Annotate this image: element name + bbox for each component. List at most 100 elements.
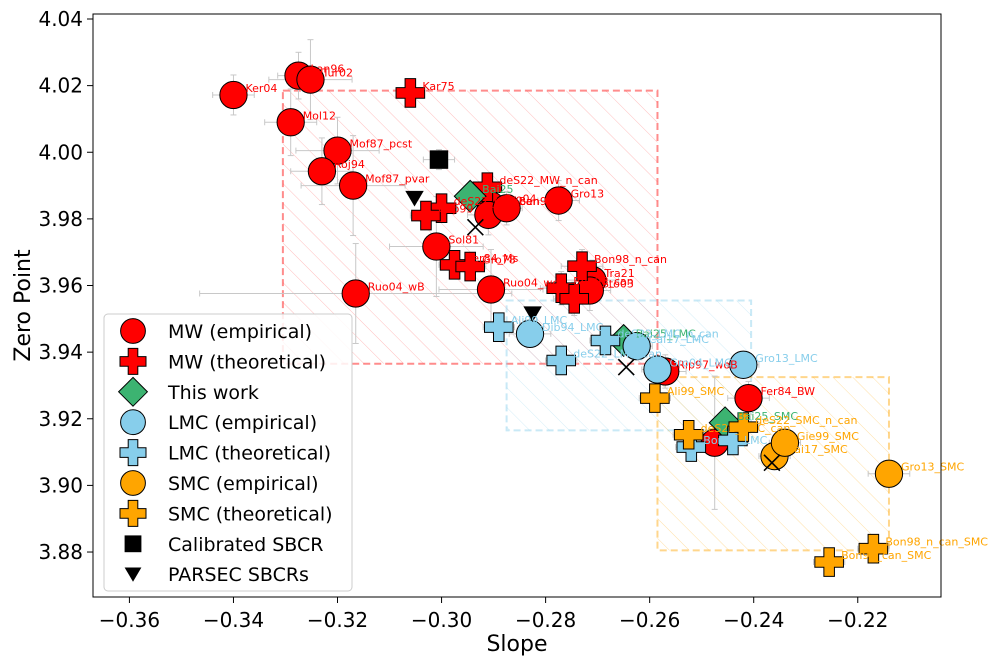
point-label-ker04: Ker04 (245, 82, 277, 95)
marker-this-work-bai25 (453, 179, 487, 213)
legend-marker-lmc-empirical (120, 409, 146, 436)
marker-lmc-theoretical-des22-lmc-can (546, 345, 577, 376)
legend-marker-calibrated-sbcr (124, 535, 142, 553)
point-label-cai17-smc: Cai17_SMC (787, 443, 848, 456)
point-label-ruo04-wb: Ruo04_wB (368, 281, 425, 294)
legend: MW (empirical) MW (theoretical) This work L… (103, 313, 353, 592)
legend-marker-smc-theoretical (119, 499, 147, 527)
marker-smc-empirical-gie99-smc (770, 428, 800, 457)
point-label-sol81: Sol81 (448, 234, 479, 247)
point-label-cai17-lmc: Cai17_LMC (649, 333, 710, 346)
marker-mw-empirical-ruo04-wob (476, 275, 506, 304)
marker-mw-empirical-sol81 (422, 232, 451, 261)
marker-crosses (466, 218, 484, 236)
point-label-bai25-lmc: Bai25_LMC (636, 327, 696, 340)
x-tick-label: −0.34 (203, 608, 264, 632)
point-label-gro13-lmc: Gro13_LMC (755, 352, 818, 365)
point-label-cap99: Cap99 (438, 203, 473, 216)
point-label-tur02: Tur02 (321, 67, 353, 80)
legend-label-calibrated-sbcr: Calibrated SBCR (168, 534, 323, 556)
point-label-tra21: Tra21 (603, 267, 634, 280)
marker-smc-theoretical-des22-smc-can (673, 419, 704, 450)
point-label-bon98-n-can: Bon98_n_can (594, 253, 667, 266)
point-label-mof87-pcst: Mof87_pcst (350, 138, 413, 151)
marker-mw-empirical-mof87-pvar (338, 171, 368, 200)
point-label-gie99-smc: Gie99_SMC (797, 430, 859, 443)
point-label-bon98-can-smc: Bon98_can_SMC (841, 549, 931, 562)
x-tick-label: −0.24 (723, 608, 784, 632)
marker-mw-theoretical-fer84-ms (439, 250, 470, 280)
x-axis-label: Slope (486, 632, 547, 657)
marker-lmc-empirical-gro13-lmc (729, 350, 758, 379)
point-label-bon98-can: Bon98_can (573, 275, 634, 288)
point-label-des22-lmc-can: deS22_LMC_can (573, 347, 662, 360)
marker-lmc-empirical-dib94-lmc (515, 319, 545, 348)
legend-marker-mw-empirical (120, 318, 146, 344)
marker-lmc-theoretical-des22-lmc-n-can (590, 325, 621, 356)
marker-mw-empirical-ker04 (219, 80, 248, 110)
x-tick-label: −0.26 (619, 608, 680, 632)
x-tick-label: −0.32 (307, 608, 368, 632)
x-tick-label: −0.22 (827, 608, 888, 632)
marker-mw-empirical-ruo04-wb (341, 279, 370, 308)
legend-label-lmc-theoretical: LMC (theoretical) (168, 443, 331, 465)
marker-crosses (763, 454, 781, 472)
y-tick-label: 3.96 (38, 274, 83, 298)
point-label-des22-mw-can: deS22_MW_can (454, 195, 540, 208)
point-label-fer84-ms: Fer84_Ms (467, 252, 519, 265)
legend-marker-smc-empirical (120, 470, 146, 496)
marker-smc-theoretical-bon98-can-smc (814, 547, 844, 577)
legend-marker-mw-theoretical (119, 347, 147, 375)
y-tick-label: 4.02 (38, 74, 83, 98)
y-tick-label: 3.90 (38, 473, 83, 497)
y-tick-label: 3.92 (38, 407, 83, 431)
marker-mw-theoretical (559, 284, 590, 314)
y-axis-label: Zero Point (11, 249, 36, 362)
markers-layer (219, 61, 904, 577)
marker-mw-empirical-fer84-bw (734, 383, 763, 413)
y-axis-ticks: 3.88 3.90 3.92 3.94 3.96 3.98 4.00 4.02 4.04 (38, 7, 93, 564)
point-label-des22-smc-n-can: deS22_SMC_n_can (755, 414, 857, 427)
marker-mw-empirical-ben99 (492, 194, 521, 223)
marker-parsec-sbcrs (523, 306, 542, 323)
marker-smc-theoretical-ali99-smc (640, 383, 670, 413)
marker-mw-theoretical-bon98-n-can (567, 251, 597, 281)
legend-label-smc-empirical: SMC (empirical) (168, 473, 319, 495)
point-label-ruo04-wob: Ruo04_woB (503, 277, 567, 290)
point-label-bai25-smc: Bai25_SMC (737, 410, 798, 423)
marker-mw-theoretical-cap99 (411, 200, 441, 231)
legend-marker-parsec-sbcrs (124, 567, 142, 582)
y-tick-label: 3.94 (38, 340, 83, 364)
y-tick-label: 4.04 (38, 7, 83, 31)
point-label-rip97-wob: Rip97_woB (677, 358, 737, 371)
marker-mw-theoretical-gro78 (455, 251, 485, 282)
point-label-dib94-lmc: Dib94_LMC (542, 321, 604, 334)
point-label-fer84-bw: Fer84_BW (761, 385, 816, 398)
marker-calibrated-sbcr (429, 150, 449, 169)
point-label-bon98-lmc: Bon98_LMC (703, 434, 767, 447)
legend-label-parsec-sbcrs: PARSEC SBCRs (168, 564, 309, 586)
x-tick-label: −0.36 (99, 608, 160, 632)
marker-mw-empirical-tur02 (296, 65, 325, 94)
point-label-bai25: Bai25 (482, 183, 513, 196)
marker-lmc-theoretical-ali99-lmc (483, 312, 514, 342)
marker-smc-theoretical-des22-smc-n-can (728, 412, 759, 442)
x-tick-label: −0.28 (515, 608, 576, 632)
marker-smc-empirical-gro13-smc (874, 459, 904, 488)
legend-label-this-work: This work (167, 382, 259, 404)
point-label-lan96: Lan96 (310, 63, 344, 76)
legend-marker-lmc-theoretical (119, 439, 147, 467)
point-label-kar75: Kar75 (422, 80, 454, 93)
legend-label-smc-theoretical: SMC (theoretical) (168, 503, 333, 525)
legend-label-mw-empirical: MW (empirical) (168, 321, 312, 343)
marker-parsec-sbcrs (405, 190, 424, 207)
x-axis-ticks: −0.36 −0.34 −0.32 −0.30 −0.28 −0.26 −0.24 −0.22 (99, 597, 888, 632)
point-label-des22-mw-n-can: deS22_MW_n_can (499, 174, 597, 187)
legend-marker-this-work (117, 376, 149, 407)
y-tick-label: 4.00 (38, 140, 83, 164)
y-tick-label: 3.88 (38, 540, 83, 564)
point-label-gro04: Gro04 (503, 193, 537, 206)
point-label-gro13: Gro13 (571, 188, 605, 201)
